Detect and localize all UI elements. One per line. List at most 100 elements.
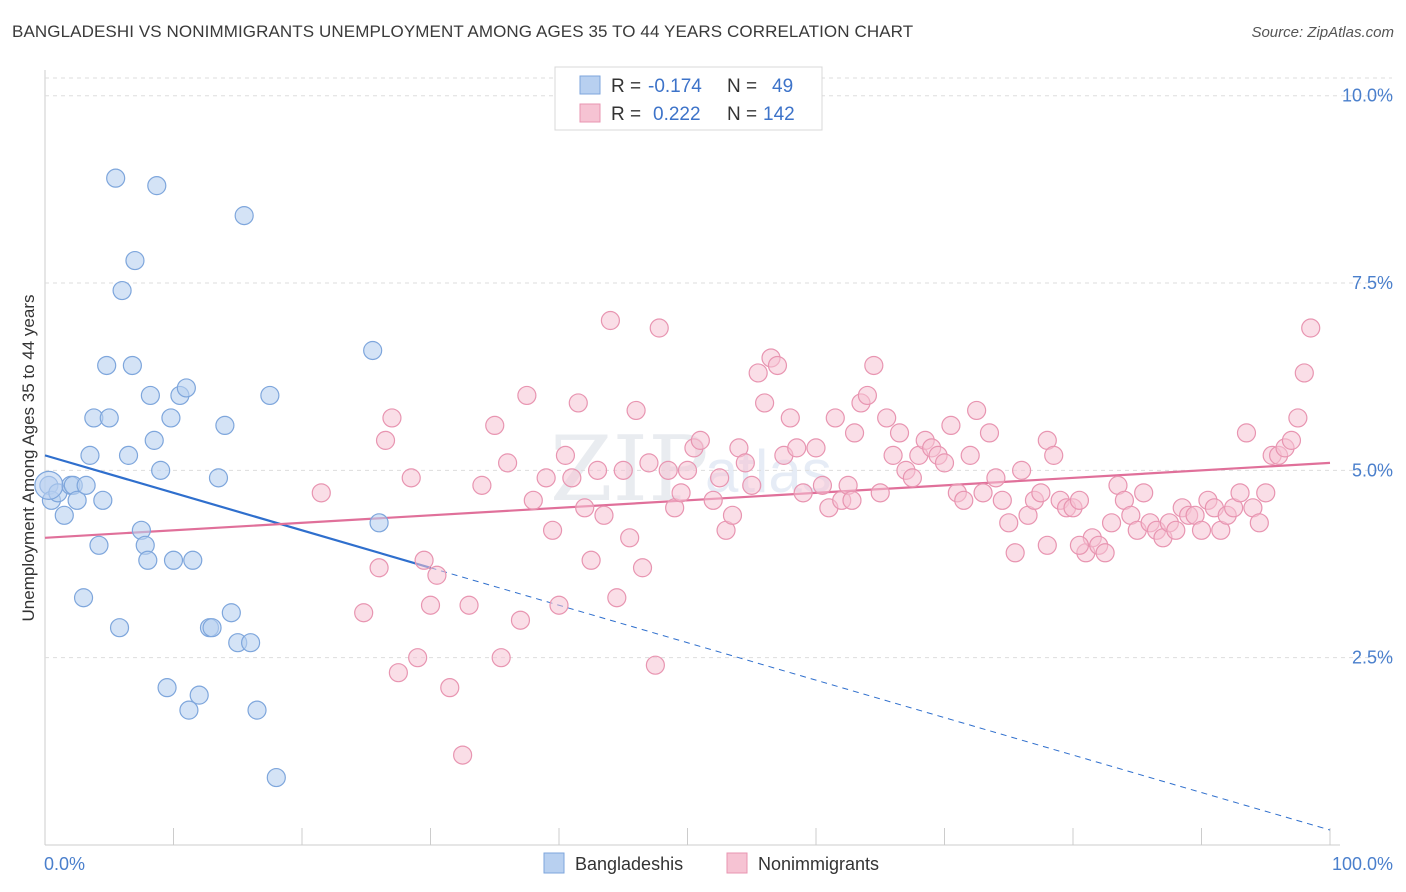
nonimmigrants-point [459, 595, 479, 615]
bangladeshis-point [241, 633, 261, 653]
nonimmigrants-point [408, 648, 428, 668]
nonimmigrants-point [658, 460, 678, 480]
nonimmigrants-point [453, 745, 473, 765]
nonimmigrants-point [1134, 483, 1154, 503]
nonimmigrants-point [1301, 318, 1321, 338]
bangladeshis-point [221, 603, 241, 623]
trend-lines [44, 454, 1331, 831]
nonimmigrants-point [1011, 460, 1032, 480]
bangladeshis-point [118, 445, 139, 465]
nonimmigrants-point [498, 453, 518, 473]
nonimmigrants-point [857, 385, 878, 406]
nonimmigrants-point [649, 318, 669, 338]
nonimmigrants-point [1281, 430, 1302, 450]
nonimmigrants-point [979, 423, 1000, 443]
nonimmigrants-point [671, 483, 691, 503]
nonimmigrants-point [1037, 535, 1057, 555]
bangladeshis-point [247, 700, 267, 720]
bangladeshis-point-large [34, 470, 64, 500]
y-axis-label: Unemployment Among Ages 35 to 44 years [19, 295, 38, 622]
source-label: Source: ZipAtlas.com [1251, 24, 1394, 41]
legend-r-label-2: R = [611, 104, 641, 125]
nonimmigrants-point [967, 400, 987, 421]
nonimmigrants-point [703, 490, 723, 510]
nonimmigrants-point [472, 475, 492, 495]
nonimmigrants-point [1095, 543, 1115, 563]
legend-n-label-1: N = [727, 76, 757, 97]
nonimmigrants-point [1256, 483, 1276, 503]
bangladeshis-point [80, 445, 100, 465]
nonimmigrants-point [1230, 483, 1250, 503]
nonimmigrants-point [1005, 543, 1025, 563]
nonimmigrants-point [767, 355, 788, 376]
nonimmigrants-point [1069, 490, 1090, 510]
nonimmigrants-point [812, 475, 833, 495]
bangladeshis-point [183, 550, 203, 570]
bangladeshis-point [112, 280, 132, 301]
nonimmigrants-point [420, 595, 441, 615]
bottom-legend-swatch-pink [726, 852, 748, 874]
nonimmigrants-point [639, 453, 659, 473]
nonimmigrants-point [581, 550, 601, 570]
bangladeshis-point [161, 408, 181, 428]
bangladeshis-point [67, 490, 87, 510]
nonimmigrants-points [311, 310, 1321, 765]
nonimmigrants-trend-line [44, 461, 1331, 539]
legend-r-value-2: 0.222 [653, 104, 701, 125]
legend-r-label-1: R = [611, 76, 641, 97]
bangladeshis-point [54, 505, 74, 525]
nonimmigrants-point [1191, 520, 1212, 540]
bangladeshis-point [208, 468, 229, 488]
bottom-legend-label-bangladeshis: Bangladeshis [575, 854, 683, 874]
legend-r-value-1: -0.174 [648, 76, 702, 97]
bangladeshis-trend-line [44, 454, 431, 569]
x-tick-label-0: 0.0% [44, 854, 85, 874]
bangladeshis-point [99, 408, 119, 428]
bangladeshis-point [189, 685, 209, 705]
y-tick-label: 7.5% [1352, 273, 1393, 293]
nonimmigrants-point [594, 505, 614, 525]
nonimmigrants-point [825, 408, 845, 428]
bangladeshis-point [163, 550, 184, 570]
nonimmigrants-point [401, 468, 421, 488]
nonimmigrants-point [735, 453, 755, 473]
x-tick-label-100: 100.0% [1332, 854, 1393, 874]
nonimmigrants-point [388, 663, 408, 683]
bangladeshis-point [122, 355, 142, 376]
nonimmigrants-point [568, 393, 588, 413]
nonimmigrants-point [1236, 423, 1257, 443]
legend-n-value-2: 142 [763, 104, 795, 125]
nonimmigrants-point [517, 385, 537, 406]
nonimmigrants-point [427, 565, 447, 585]
nonimmigrants-point [787, 438, 807, 458]
bangladeshis-trend-extension [430, 567, 1331, 831]
nonimmigrants-point [973, 483, 993, 503]
nonimmigrants-point [549, 595, 569, 615]
nonimmigrants-point [645, 655, 665, 675]
bangladeshis-point [147, 176, 167, 196]
nonimmigrants-point [902, 468, 922, 488]
nonimmigrants-point [1166, 520, 1186, 540]
legend-n-label-2: N = [727, 104, 757, 125]
nonimmigrants-point [311, 483, 331, 503]
nonimmigrants-point [877, 408, 897, 428]
nonimmigrants-point [793, 483, 813, 503]
nonimmigrants-point [870, 483, 890, 503]
y-tick-label: 10.0% [1342, 86, 1393, 106]
bangladeshis-point [97, 355, 117, 376]
bangladeshis-point [266, 767, 286, 788]
y-tick-label: 2.5% [1352, 648, 1393, 668]
correlation-legend: R = -0.174 N = 49 R = 0.222 N = 142 [554, 66, 823, 131]
bangladeshis-point [234, 206, 254, 226]
nonimmigrants-point [992, 490, 1012, 510]
nonimmigrants-point [562, 468, 582, 488]
nonimmigrants-point [536, 468, 556, 488]
nonimmigrants-point [999, 513, 1019, 533]
bangladeshis-point [106, 168, 126, 188]
nonimmigrants-point [806, 438, 826, 458]
bangladeshis-point [369, 513, 389, 533]
nonimmigrants-point [587, 460, 608, 480]
bottom-legend-swatch-blue [543, 852, 565, 874]
series-legend: Bangladeshis Nonimmigrants [543, 852, 879, 874]
nonimmigrants-point [748, 363, 768, 383]
